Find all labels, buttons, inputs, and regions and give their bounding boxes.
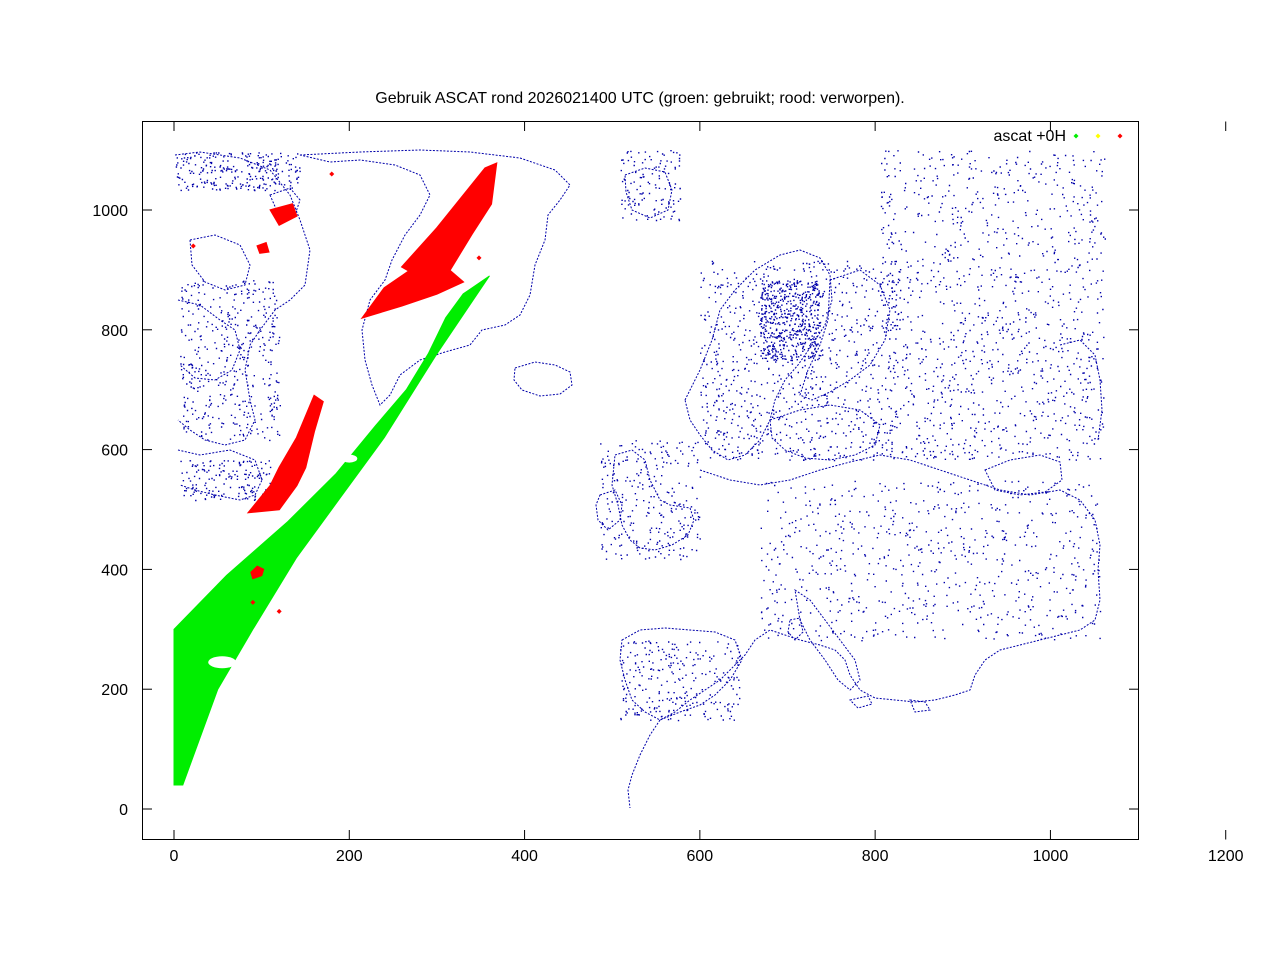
coastline-layer: [174, 149, 1106, 809]
inland-water-specks: [700, 260, 902, 462]
y-tick-label: 400: [101, 562, 128, 579]
rejected-point: [276, 608, 282, 614]
coastline: [189, 234, 251, 291]
rejected-region: [256, 241, 270, 254]
legend-marker-used: [1073, 133, 1079, 139]
coastline: [684, 249, 833, 461]
y-tick-label: 1000: [92, 203, 128, 220]
rejected-point: [190, 243, 196, 249]
legend-diamond-used: [1073, 133, 1079, 139]
swath-gap: [208, 656, 237, 669]
inland-water-specks: [880, 150, 1106, 332]
x-tick-label: 200: [336, 848, 363, 865]
legend-marker-rejected: [1117, 133, 1123, 139]
plot-frame: [142, 121, 1139, 840]
rejected-point: [250, 599, 256, 605]
legend-label: ascat +0H: [994, 128, 1066, 145]
rejected-region: [269, 203, 298, 226]
inland-water-specks: [180, 460, 272, 502]
inland-water-specks: [900, 330, 1105, 461]
x-tick-label: 0: [170, 848, 179, 865]
swath-gap: [341, 454, 358, 463]
inland-water-specks: [760, 480, 1102, 642]
legend-diamond-unknown: [1095, 133, 1101, 139]
inland-water-specks: [620, 640, 741, 722]
coastline: [174, 151, 311, 446]
y-tick-label: 200: [101, 682, 128, 699]
chart-title: Gebruik ASCAT rond 2026021400 UTC (groen…: [375, 90, 904, 107]
y-tick-label: 800: [101, 323, 128, 340]
coastline: [513, 361, 573, 397]
coastline: [799, 269, 891, 401]
x-tick-label: 800: [862, 848, 889, 865]
x-tick-label: 600: [687, 848, 714, 865]
coastline: [794, 588, 861, 691]
coastline: [787, 617, 804, 641]
coastline: [299, 149, 571, 406]
coastline: [769, 404, 881, 461]
rejected-observations: [190, 162, 498, 614]
legend-marker-unknown: [1095, 133, 1101, 139]
coastline: [849, 695, 873, 709]
coastline: [1059, 339, 1103, 441]
coastline: [619, 627, 743, 721]
rejected-region: [250, 565, 265, 580]
y-axis: 0 200 400 600 800 1000: [92, 203, 1139, 819]
y-tick-label: 0: [119, 802, 128, 819]
rejected-region: [246, 394, 324, 514]
coastline: [624, 167, 673, 219]
coastline: [984, 454, 1063, 496]
rejected-region: [360, 266, 465, 320]
x-axis: 0200400600800100012001400: [170, 121, 1244, 865]
legend-diamond-rejected: [1117, 133, 1123, 139]
x-tick-label: 1200: [1208, 848, 1244, 865]
coastline: [269, 187, 301, 219]
coastline: [611, 449, 695, 551]
legend: ascat +0H: [994, 128, 1123, 145]
used-observations: [173, 275, 490, 786]
x-tick-label: 1000: [1033, 848, 1069, 865]
y-tick-label: 600: [101, 443, 128, 460]
inland-water-specks: [600, 440, 702, 561]
rejected-region: [400, 162, 498, 283]
rejected-point: [329, 171, 335, 177]
used-swath: [173, 275, 490, 786]
inland-water-specks: [620, 150, 682, 222]
coastline: [177, 299, 241, 381]
rejected-point: [476, 255, 482, 261]
coastline: [627, 454, 1101, 809]
coastline: [177, 449, 263, 501]
inland-water-specks: [175, 152, 301, 192]
inland-water-specks: [760, 280, 822, 362]
coastline: [595, 489, 623, 531]
x-tick-label: 400: [511, 848, 538, 865]
coastline: [909, 699, 931, 713]
